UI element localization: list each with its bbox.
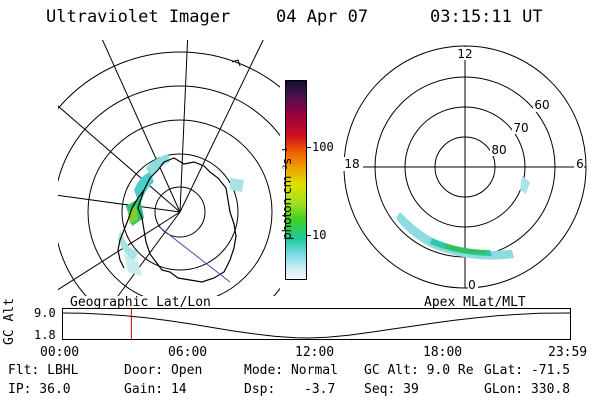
mlt-label-18: 18 xyxy=(344,157,359,171)
lat-circle xyxy=(58,85,280,296)
geographic-map xyxy=(58,40,280,296)
colorbar-tick-10: 10 xyxy=(312,228,327,242)
magnetic-polar-plot: 12 18 6 0 60 70 80 xyxy=(343,45,587,292)
glat-info: GLat: -71.5 xyxy=(484,363,571,378)
altitude-curve xyxy=(62,312,571,339)
satellite-track xyxy=(157,225,231,283)
dsp-label: Dsp: xyxy=(244,382,276,397)
mlt-label-12: 12 xyxy=(457,47,472,61)
time-tick-0600: 06:00 xyxy=(168,345,208,360)
geographic-caption: Geographic Lat/Lon xyxy=(70,295,211,310)
colorbar-tick-mark xyxy=(306,235,311,236)
gain-info: Gain: 14 xyxy=(124,382,187,397)
lat-label-80: 80 xyxy=(491,143,506,157)
filter-info: Flt: LBHL xyxy=(8,363,79,378)
aurora-emission xyxy=(118,154,244,276)
meridian xyxy=(179,40,264,213)
colorbar-tick-mark xyxy=(306,147,311,148)
time-tick-0000: 00:00 xyxy=(40,345,80,360)
lat-label-70: 70 xyxy=(513,121,528,135)
coastline xyxy=(117,189,145,269)
time-tick-1200: 12:00 xyxy=(295,345,335,360)
altitude-ytick-bottom: 1.8 xyxy=(34,328,56,342)
ip-info: IP: 36.0 xyxy=(8,382,71,397)
image-time: 03:15:11 UT xyxy=(430,7,543,27)
meridian xyxy=(58,105,181,213)
seq-info: Seq: 39 xyxy=(364,382,419,397)
coastline xyxy=(231,59,241,67)
time-tick-2359: 23:59 xyxy=(548,345,588,360)
altitude-ylabel: GC Alt xyxy=(2,298,17,345)
altitude-plot xyxy=(62,308,571,340)
coastline xyxy=(137,157,237,283)
magnetic-caption: Apex MLat/MLT xyxy=(424,295,526,310)
meridian xyxy=(179,40,189,213)
door-info: Door: Open xyxy=(124,363,203,378)
colorbar xyxy=(285,80,307,280)
meridian xyxy=(117,211,181,296)
meridian xyxy=(101,40,181,213)
lat-circle xyxy=(87,119,273,296)
lat-circle xyxy=(154,186,206,238)
lat-circle xyxy=(121,153,239,271)
aurora-oval xyxy=(396,176,530,260)
colorbar-tick-100: 100 xyxy=(312,140,334,154)
colorbar-unit-label: photon cm⁻²s⁻¹ xyxy=(280,147,294,240)
glon-info: GLon: 330.8 xyxy=(484,382,571,397)
mlt-label-6: 6 xyxy=(576,157,584,171)
image-date: 04 Apr 07 xyxy=(276,7,369,27)
gc-alt-info: GC Alt: 9.0 Re xyxy=(364,363,474,378)
time-tick-1800: 18:00 xyxy=(423,345,463,360)
lat-circle xyxy=(58,51,280,110)
lat-label-60: 60 xyxy=(534,98,549,112)
mlt-label-0: 0 xyxy=(468,278,476,292)
altitude-ytick-top: 9.0 xyxy=(34,306,56,320)
dsp-value: -3.7 xyxy=(304,382,336,397)
meridian xyxy=(58,194,181,213)
mode-info: Mode: Normal xyxy=(244,363,338,378)
altitude-frame xyxy=(62,308,571,340)
instrument-title: Ultraviolet Imager xyxy=(46,7,231,27)
